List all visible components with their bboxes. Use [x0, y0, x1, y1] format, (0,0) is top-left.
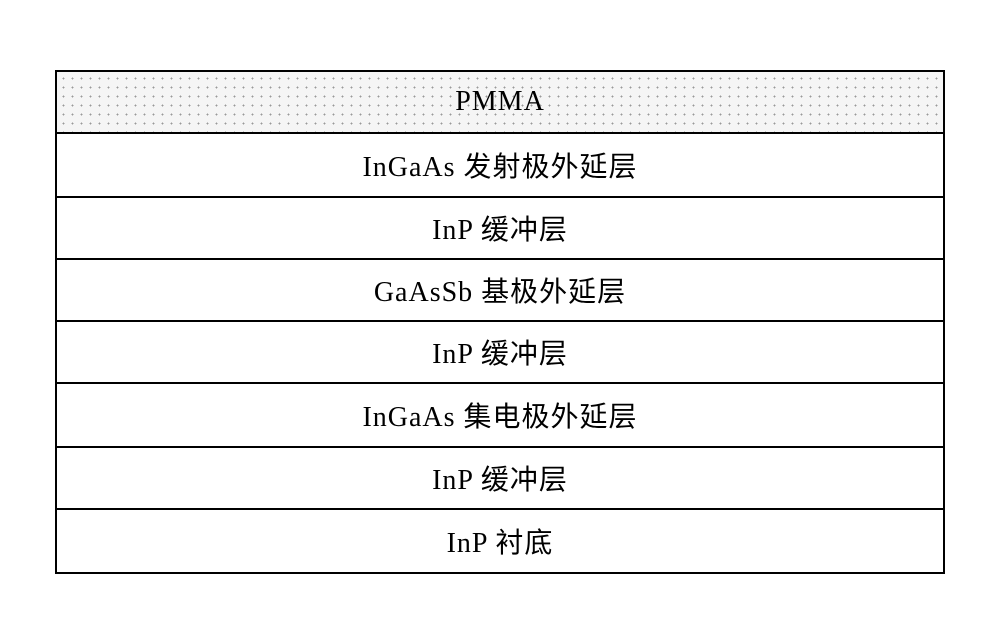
layer-label: InGaAs 集电极外延层	[362, 395, 637, 435]
layer-label: InP 缓冲层	[432, 458, 568, 498]
layer-emitter: InGaAs 发射极外延层	[57, 134, 943, 198]
layer-stack-diagram: PMMA InGaAs 发射极外延层 InP 缓冲层 GaAsSb 基极外延层 …	[55, 70, 945, 574]
layer-collector: InGaAs 集电极外延层	[57, 384, 943, 448]
layer-label: GaAsSb 基极外延层	[374, 270, 626, 310]
layer-buffer-3: InP 缓冲层	[57, 448, 943, 510]
layer-buffer-2: InP 缓冲层	[57, 322, 943, 384]
layer-pmma: PMMA	[57, 72, 943, 134]
layer-label: InP 衬底	[447, 521, 554, 561]
layer-base: GaAsSb 基极外延层	[57, 260, 943, 322]
layer-substrate: InP 衬底	[57, 510, 943, 572]
layer-buffer-1: InP 缓冲层	[57, 198, 943, 260]
layer-label: InP 缓冲层	[432, 332, 568, 372]
layer-label: InGaAs 发射极外延层	[362, 145, 637, 185]
layer-label: InP 缓冲层	[432, 208, 568, 248]
layer-label: PMMA	[455, 86, 545, 118]
